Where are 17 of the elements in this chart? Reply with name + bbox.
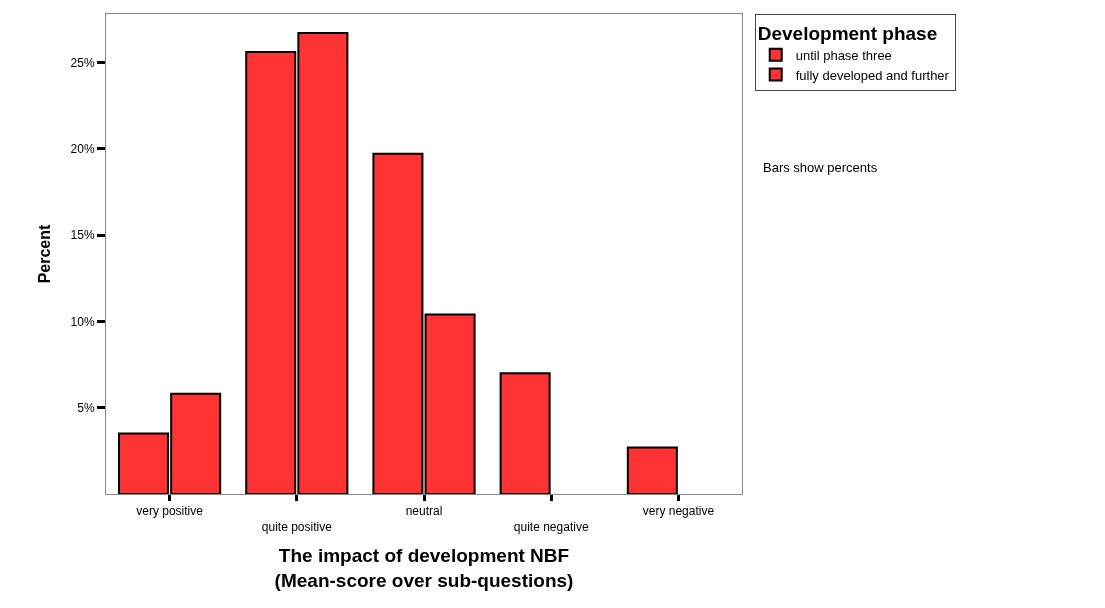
x-tick-label: very positive [136, 504, 204, 519]
x-tick-label: quite negative [513, 520, 589, 534]
legend-title: Development phase [757, 22, 938, 44]
x-tick-label: quite positive [261, 520, 333, 534]
text: Bars show percents [763, 160, 878, 175]
y-tick-label: 15% [70, 228, 95, 243]
legend-label: until phase three [795, 47, 892, 63]
x-tick-label: very negative [642, 504, 715, 519]
bar [372, 152, 424, 494]
x-axis-title: The impact of development NBF (Mean-score over sub-questions) [274, 544, 574, 591]
y-tick-label: 10% [70, 314, 95, 329]
x-tick-label: neutral [405, 504, 443, 519]
y-tick-label: 20% [70, 141, 95, 156]
y-tick-label: 5% [77, 400, 95, 415]
legend-label: fully developed and further [795, 67, 950, 83]
y-axis-title: Percent [36, 223, 54, 284]
y-tick-label: 25% [70, 55, 95, 70]
